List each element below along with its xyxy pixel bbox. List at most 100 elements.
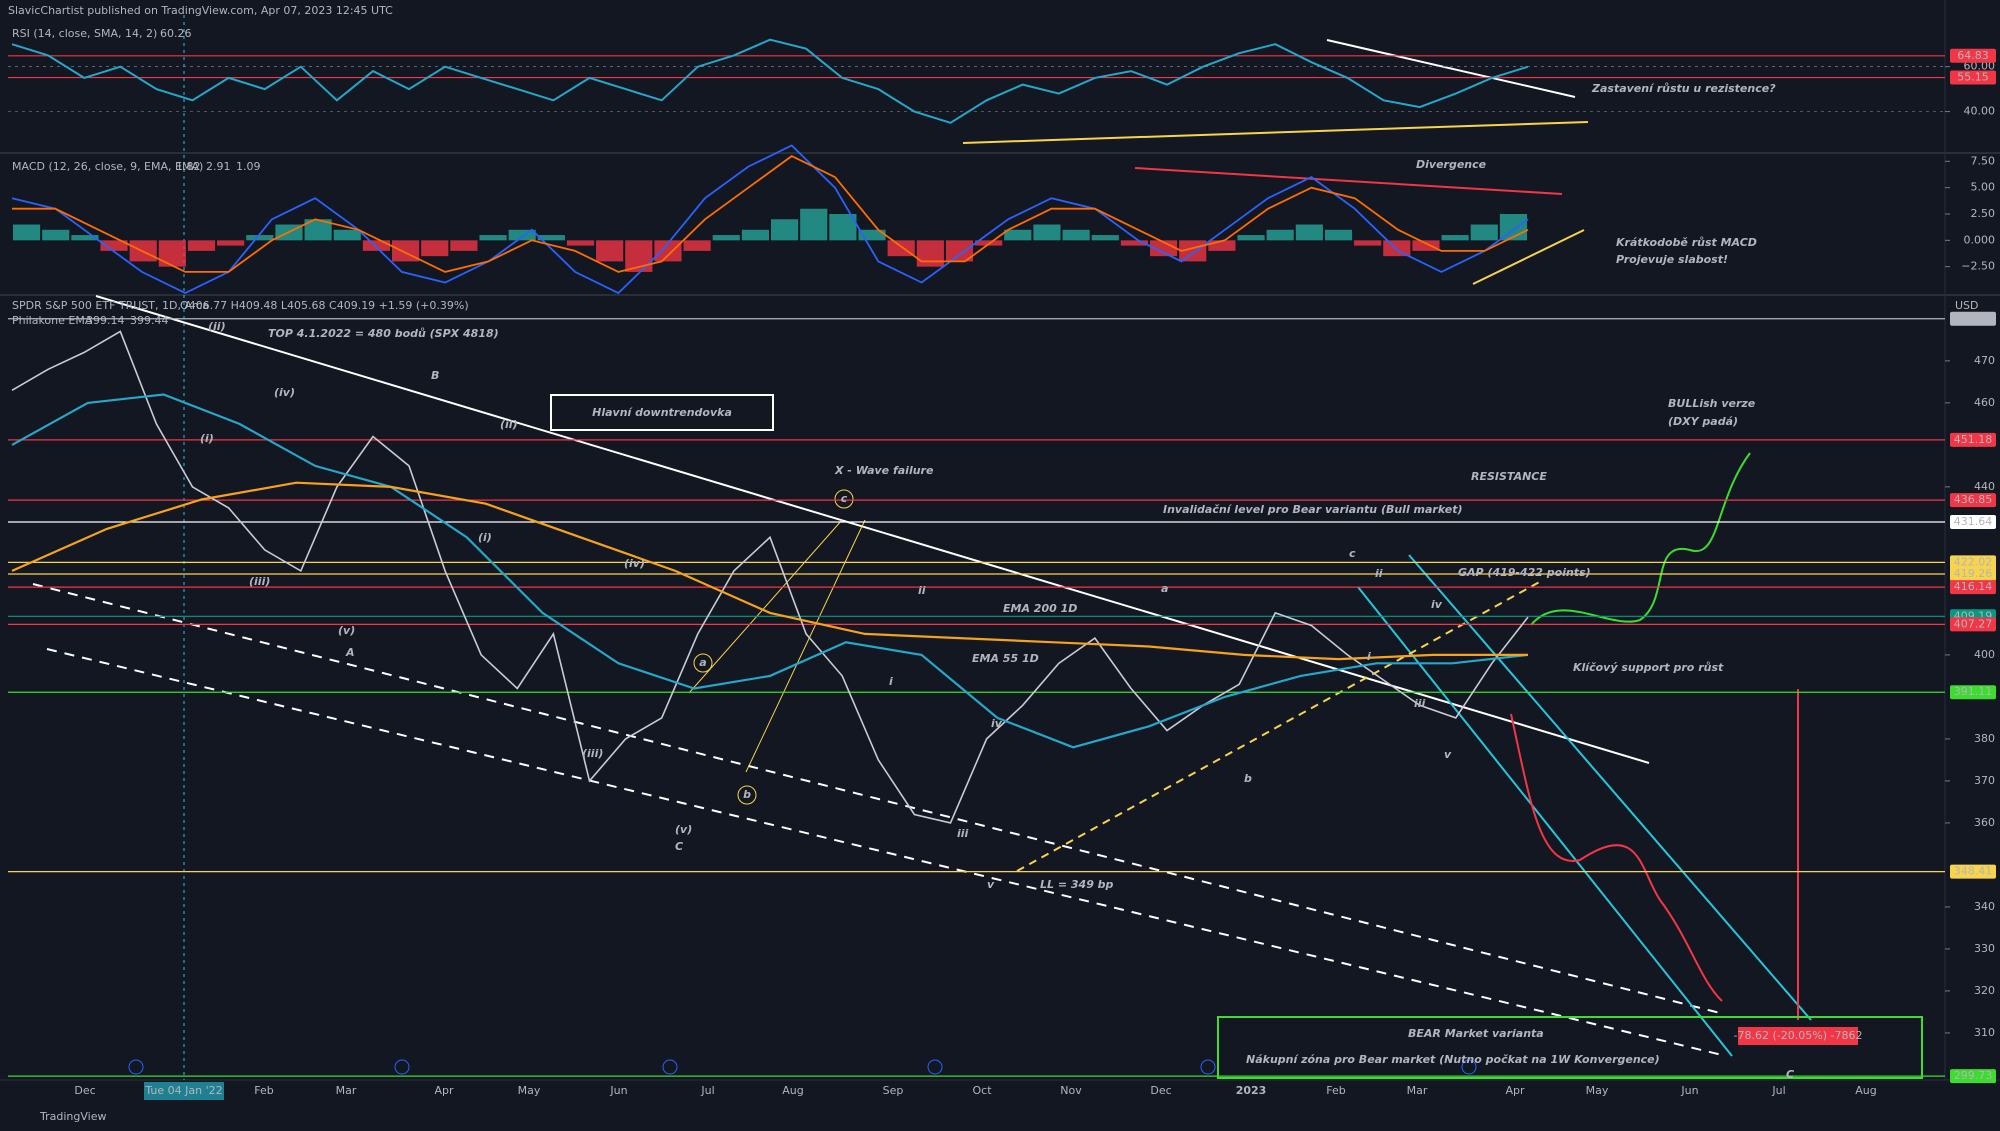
support-line bbox=[1016, 579, 1544, 872]
level-tag bbox=[1950, 48, 1996, 63]
annotation: EMA 55 1D bbox=[972, 652, 1039, 665]
annotation: (ii) bbox=[208, 320, 226, 333]
x-tick-label: Aug bbox=[782, 1084, 803, 1097]
y-tick-label: 330 bbox=[1974, 942, 1995, 955]
y-tick-label: 60.00 bbox=[1964, 60, 1996, 73]
level-tag bbox=[1950, 580, 1996, 595]
macd-trendline bbox=[1134, 167, 1563, 195]
annotation: b bbox=[1244, 772, 1252, 785]
y-tick-label: 340 bbox=[1974, 900, 1995, 913]
annotation: Nákupní zóna pro Bear market (Nutno počk… bbox=[1246, 1053, 1660, 1066]
bear-path bbox=[1510, 713, 1723, 1002]
annotation: BEAR Market varianta bbox=[1408, 1027, 1544, 1040]
annotation: (v) bbox=[338, 624, 355, 637]
event-icon bbox=[927, 1059, 943, 1075]
level-tag bbox=[1950, 1069, 1996, 1084]
y-tick-label: 5.00 bbox=[1971, 181, 1996, 194]
legend-ohlc: O406.77 H409.48 L405.68 C409.19 +1.59 (+… bbox=[180, 299, 469, 312]
annotation: ii bbox=[1375, 567, 1383, 580]
level-label: 391.11 bbox=[1954, 685, 1993, 698]
series-line bbox=[11, 330, 1529, 824]
x-tick-label: May bbox=[518, 1084, 541, 1097]
histogram-bar bbox=[596, 240, 624, 262]
histogram-bar bbox=[537, 235, 565, 241]
annotation: Hlavní downtrendovka bbox=[592, 406, 732, 419]
histogram-bar bbox=[1441, 235, 1469, 241]
annotation: EMA 200 1D bbox=[1003, 602, 1077, 615]
annotation: (iv) bbox=[624, 557, 645, 570]
legend-value: 60.26 bbox=[160, 27, 192, 40]
annotation: Divergence bbox=[1416, 158, 1487, 171]
x-tick-label: Mar bbox=[1407, 1084, 1428, 1097]
wave-circle bbox=[693, 653, 713, 673]
y-tick-label: 0.000 bbox=[1964, 233, 1996, 246]
histogram-bar bbox=[741, 229, 769, 241]
level-tag bbox=[1950, 432, 1996, 447]
level-label: 451.18 bbox=[1954, 433, 1993, 446]
x-tick-label: Apr bbox=[434, 1084, 454, 1097]
y-tick-label: 360 bbox=[1974, 816, 1995, 829]
annotation: a bbox=[699, 656, 706, 669]
histogram-bar bbox=[1120, 240, 1148, 246]
crosshair-date-box bbox=[144, 1082, 224, 1100]
histogram-bar bbox=[1091, 235, 1119, 241]
annotation: b bbox=[743, 788, 751, 801]
x-tick-label: 2023 bbox=[1236, 1084, 1267, 1097]
x-tick-label: Aug bbox=[1855, 1084, 1876, 1097]
annotation: c bbox=[1349, 547, 1356, 560]
unit-label: USD bbox=[1955, 299, 1979, 312]
x-tick-label: Dec bbox=[1150, 1084, 1171, 1097]
annotation: (i) bbox=[200, 432, 214, 445]
histogram-bar bbox=[1470, 224, 1498, 241]
histogram-bar bbox=[158, 240, 186, 267]
wave-circle bbox=[737, 785, 757, 805]
annotation: X - Wave failure bbox=[834, 464, 934, 477]
histogram-bar bbox=[829, 213, 857, 241]
x-tick-label: Sep bbox=[883, 1084, 904, 1097]
histogram-bar bbox=[1295, 224, 1323, 241]
histogram-bar bbox=[916, 240, 944, 267]
level-label: 416.14 bbox=[1954, 580, 1993, 593]
histogram-bar bbox=[246, 235, 274, 241]
level-label: 422.02 bbox=[1954, 555, 1993, 568]
x-tick-label: Feb bbox=[1326, 1084, 1345, 1097]
header: SlavicChartist published on TradingView.… bbox=[8, 4, 393, 17]
annotation: i bbox=[889, 675, 893, 688]
series-line bbox=[11, 481, 1528, 661]
x-tick-label: Jun bbox=[609, 1084, 627, 1097]
label-box bbox=[550, 394, 774, 431]
y-tick-label: 310 bbox=[1974, 1026, 1995, 1039]
y-tick-label: 2.50 bbox=[1971, 207, 1996, 220]
level-label: 419.26 bbox=[1954, 567, 1993, 580]
annotation: C bbox=[675, 840, 683, 853]
macd-trendline bbox=[1472, 229, 1585, 285]
histogram-bar bbox=[1004, 229, 1032, 241]
histogram-bar bbox=[421, 240, 449, 257]
footer-brand: TradingView bbox=[39, 1110, 106, 1123]
y-tick-label: 380 bbox=[1974, 732, 1995, 745]
histogram-bar bbox=[362, 240, 390, 251]
level-label: 480.03 bbox=[1954, 312, 1993, 325]
annotation: Zastavení růstu u rezistence? bbox=[1591, 82, 1776, 95]
wave-circle bbox=[834, 489, 854, 509]
rsi-trendline bbox=[962, 121, 1589, 144]
histogram-bar bbox=[566, 240, 595, 246]
legend-title: RSI (14, close, SMA, 14, 2) bbox=[12, 27, 157, 40]
level-label: 55.15 bbox=[1957, 71, 1989, 84]
level-tag bbox=[1950, 566, 1996, 581]
legend-value: 2.91 bbox=[206, 160, 231, 173]
series-line bbox=[11, 393, 1529, 749]
level-label: 64.83 bbox=[1957, 49, 1989, 62]
histogram-bar bbox=[1383, 240, 1411, 257]
annotation: (iii) bbox=[582, 747, 603, 760]
level-tag bbox=[1950, 685, 1996, 700]
histogram-bar bbox=[479, 235, 507, 241]
level-tag bbox=[1950, 514, 1996, 529]
event-icon bbox=[1200, 1059, 1216, 1075]
histogram-bar bbox=[508, 229, 536, 241]
histogram-bar bbox=[858, 229, 886, 241]
y-tick-label: 7.50 bbox=[1971, 154, 1996, 167]
